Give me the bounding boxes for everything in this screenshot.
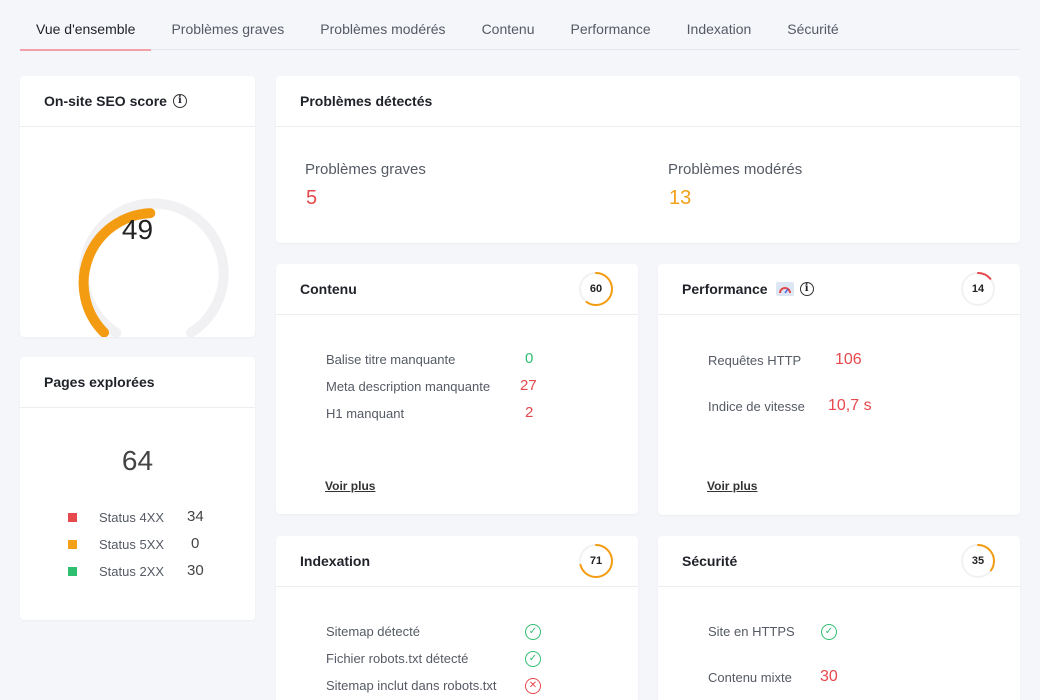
- tab-overview[interactable]: Vue d'ensemble: [20, 10, 152, 51]
- seo-score-value: 49: [121, 214, 154, 245]
- info-icon[interactable]: i: [799, 282, 814, 296]
- security-title: Sécurité: [682, 553, 738, 569]
- indexation-score-ring: 71: [578, 543, 614, 579]
- status-5xx-value: 0: [191, 535, 200, 552]
- content-title: Contenu: [300, 281, 357, 297]
- seo-score-gauge: [78, 198, 229, 337]
- missing-h1-label: H1 manquant: [326, 406, 405, 421]
- status-2xx-swatch: [68, 567, 77, 576]
- moderate-problems-value[interactable]: 13: [669, 187, 692, 209]
- tab-performance[interactable]: Performance: [570, 21, 651, 37]
- mixed-content-label: Contenu mixte: [708, 670, 792, 685]
- status-2xx-value: 30: [187, 562, 204, 579]
- info-icon[interactable]: i: [172, 94, 187, 108]
- tab-security[interactable]: Sécurité: [787, 21, 839, 37]
- performance-title: Performance: [682, 281, 768, 297]
- indexation-title: Indexation: [300, 553, 371, 569]
- speedometer-icon: [775, 282, 794, 296]
- check-circle-icon: ✓: [821, 624, 837, 640]
- security-score-ring: 35: [960, 543, 996, 579]
- seo-score-header: On-site SEO score i: [20, 76, 255, 127]
- status-2xx-label: Status 2XX: [99, 564, 165, 579]
- status-4xx-swatch: [68, 513, 77, 522]
- http-requests-value[interactable]: 106: [835, 351, 862, 368]
- sitemap-in-robots-label: Sitemap inclut dans robots.txt: [326, 678, 497, 693]
- detected-problems-header: Problèmes détectés: [276, 76, 1020, 127]
- security-score: 35: [971, 555, 985, 567]
- performance-see-more-link[interactable]: Voir plus: [707, 479, 758, 493]
- status-4xx-label: Status 4XX: [99, 510, 165, 525]
- pages-crawled-card: Pages explorées 64 Status 4XX 34 Status …: [20, 357, 255, 620]
- robots-detected-label: Fichier robots.txt détecté: [326, 651, 469, 666]
- performance-card: Performance i 14 Requêtes HTTP 106 Indic…: [658, 264, 1020, 515]
- tab-severe-issues[interactable]: Problèmes graves: [171, 21, 285, 37]
- status-5xx-label: Status 5XX: [99, 537, 165, 552]
- speed-index-label: Indice de vitesse: [708, 399, 805, 414]
- status-4xx-value: 34: [187, 508, 204, 525]
- severe-problems-value[interactable]: 5: [306, 187, 318, 209]
- tab-indexation[interactable]: Indexation: [686, 21, 752, 37]
- content-score-ring: 60: [578, 271, 614, 307]
- missing-title-value[interactable]: 0: [525, 350, 534, 367]
- pages-crawled-header: Pages explorées: [20, 357, 255, 408]
- performance-score: 14: [971, 283, 985, 295]
- sitemap-detected-label: Sitemap détecté: [326, 624, 420, 639]
- tab-moderate-issues[interactable]: Problèmes modérés: [320, 21, 446, 37]
- moderate-problems-label: Problèmes modérés: [668, 161, 803, 178]
- check-circle-icon: ✓: [525, 651, 541, 667]
- indexation-card: Indexation 71 Sitemap détecté ✓ Fichier …: [276, 536, 638, 700]
- check-circle-icon: ✓: [525, 624, 541, 640]
- content-header: Contenu 60: [276, 264, 638, 315]
- speed-index-value[interactable]: 10,7 s: [828, 397, 872, 414]
- content-see-more-link[interactable]: Voir plus: [325, 479, 376, 493]
- severe-problems-label: Problèmes graves: [305, 161, 426, 178]
- missing-meta-value[interactable]: 27: [520, 377, 537, 394]
- seo-score-card: On-site SEO score i 49: [20, 76, 255, 337]
- seo-score-title: On-site SEO score: [44, 93, 167, 109]
- missing-title-label: Balise titre manquante: [326, 352, 456, 367]
- missing-h1-value[interactable]: 2: [525, 404, 534, 421]
- performance-score-ring: 14: [960, 271, 996, 307]
- missing-meta-label: Meta description manquante: [326, 379, 491, 394]
- detected-problems-title: Problèmes détectés: [300, 93, 433, 109]
- indexation-header: Indexation 71: [276, 536, 638, 587]
- indexation-score: 71: [589, 555, 603, 567]
- security-card: Sécurité 35 Site en HTTPS ✓ Contenu mixt…: [658, 536, 1020, 700]
- tab-bar: Vue d'ensemble Problèmes graves Problème…: [20, 10, 1020, 51]
- mixed-content-value[interactable]: 30: [820, 668, 838, 685]
- http-requests-label: Requêtes HTTP: [708, 353, 802, 368]
- tab-content[interactable]: Contenu: [481, 21, 535, 37]
- status-5xx-swatch: [68, 540, 77, 549]
- detected-problems-card: Problèmes détectés Problèmes graves 5 Pr…: [276, 76, 1020, 243]
- https-label: Site en HTTPS: [708, 624, 795, 639]
- seo-score-arc: [78, 208, 156, 337]
- content-card: Contenu 60 Balise titre manquante 0 Meta…: [276, 264, 638, 514]
- performance-header: Performance i 14: [658, 264, 1020, 315]
- content-score: 60: [589, 283, 603, 295]
- x-circle-icon: ✕: [525, 678, 541, 694]
- pages-crawled-total: 64: [121, 445, 154, 476]
- security-header: Sécurité 35: [658, 536, 1020, 587]
- pages-crawled-title: Pages explorées: [44, 374, 155, 390]
